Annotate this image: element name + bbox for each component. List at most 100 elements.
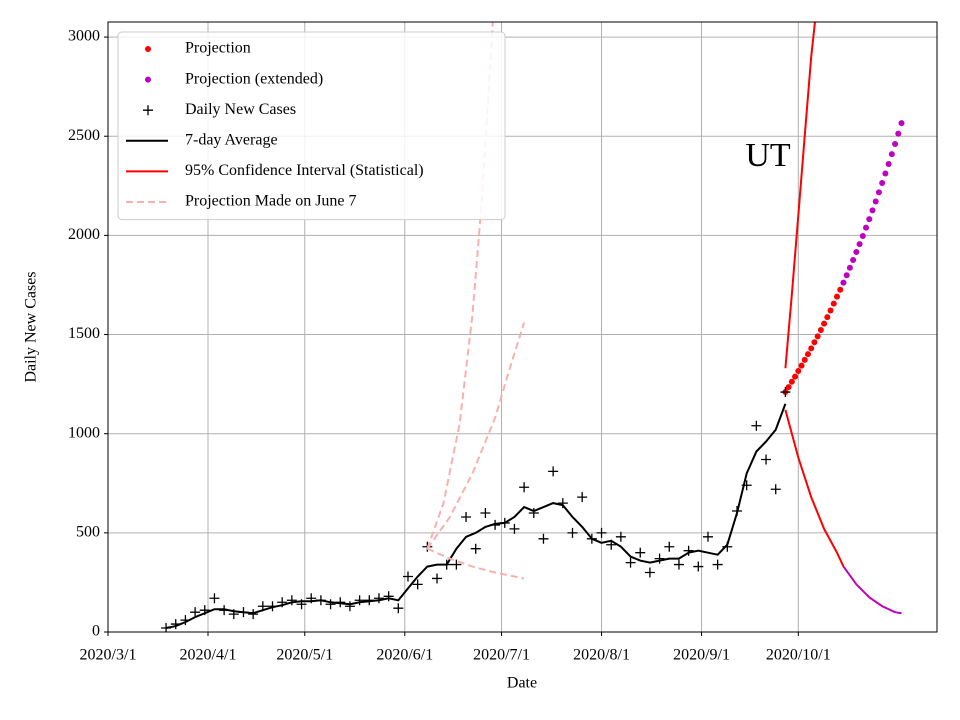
point	[770, 484, 781, 495]
point	[567, 527, 578, 538]
point	[615, 531, 626, 542]
point	[528, 508, 539, 519]
point	[780, 387, 791, 398]
dashed-line	[426, 322, 526, 550]
point	[814, 333, 821, 340]
line	[784, 22, 816, 369]
x-tick-label: 2020/7/1	[473, 647, 530, 664]
point	[853, 249, 860, 256]
point	[751, 420, 762, 431]
point	[804, 351, 811, 358]
legend-label: 95% Confidence Interval (Statistical)	[185, 162, 424, 179]
line	[842, 566, 902, 615]
point	[451, 559, 462, 570]
x-tick-label: 2020/10/1	[766, 647, 831, 664]
line	[165, 403, 787, 629]
point	[866, 216, 873, 223]
point	[635, 547, 646, 558]
point	[644, 567, 655, 578]
point	[898, 120, 905, 127]
point	[354, 595, 365, 606]
point	[856, 241, 863, 248]
point	[548, 466, 559, 477]
point	[798, 362, 805, 369]
point	[824, 314, 831, 321]
point	[837, 286, 844, 293]
point	[850, 256, 857, 263]
point	[801, 356, 808, 363]
point	[795, 368, 802, 375]
point	[286, 595, 297, 606]
y-tick-label: 1000	[68, 424, 100, 441]
point	[693, 561, 704, 572]
point	[846, 264, 853, 271]
point	[895, 130, 902, 137]
point	[821, 320, 828, 327]
point	[577, 492, 588, 503]
point	[412, 579, 423, 590]
point	[830, 300, 837, 307]
point	[834, 293, 841, 300]
point	[869, 207, 876, 214]
point	[843, 272, 850, 279]
point	[383, 591, 394, 602]
point	[673, 559, 684, 570]
point	[863, 224, 870, 231]
legend-label: Projection (extended)	[185, 70, 323, 87]
point	[519, 482, 530, 493]
point	[761, 454, 772, 465]
point	[788, 378, 795, 385]
point	[480, 508, 491, 519]
legend-label: 7-day Average	[185, 131, 278, 148]
point	[888, 151, 895, 158]
point	[872, 198, 879, 205]
point	[702, 531, 713, 542]
point	[792, 373, 799, 380]
y-tick-label: 2000	[68, 226, 100, 243]
y-tick-label: 3000	[68, 28, 100, 45]
point	[209, 593, 220, 604]
line	[784, 409, 845, 568]
point	[596, 527, 607, 538]
point	[461, 511, 472, 522]
legend-marker	[143, 105, 153, 116]
point	[808, 345, 815, 352]
point	[470, 543, 481, 554]
legend-marker	[145, 76, 151, 83]
axes-frame	[107, 21, 938, 633]
y-tick-label: 500	[76, 524, 100, 541]
x-tick-label: 2020/6/1	[376, 647, 433, 664]
point	[879, 180, 886, 187]
point	[811, 339, 818, 346]
point	[712, 559, 723, 570]
legend-box	[117, 31, 506, 221]
point	[432, 573, 443, 584]
point	[875, 189, 882, 196]
point	[654, 553, 665, 564]
point	[402, 571, 413, 582]
point	[373, 593, 384, 604]
point	[827, 307, 834, 314]
x-tick-label: 2020/4/1	[180, 647, 237, 664]
point	[509, 523, 520, 534]
dashed-line	[426, 547, 525, 580]
point	[683, 545, 694, 556]
point	[664, 541, 675, 552]
y-axis-label: Daily New Cases	[23, 271, 40, 382]
x-tick-label: 2020/9/1	[673, 647, 730, 664]
x-tick-label: 2020/8/1	[573, 647, 630, 664]
legend-label: Projection Made on June 7	[185, 193, 357, 210]
x-tick-label: 2020/5/1	[276, 647, 333, 664]
point	[840, 279, 847, 286]
point	[625, 557, 636, 568]
x-tick-label: 2020/3/1	[80, 647, 137, 664]
point	[538, 533, 549, 544]
point	[882, 170, 889, 177]
point	[325, 599, 336, 610]
legend-label: Projection	[185, 40, 251, 57]
point	[817, 326, 824, 333]
x-axis-label: Date	[507, 675, 537, 692]
point	[892, 140, 899, 147]
point	[344, 601, 355, 612]
